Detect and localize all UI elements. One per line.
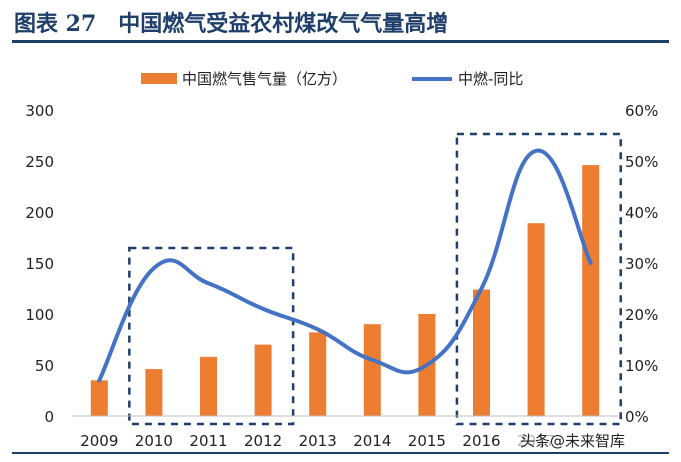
x-tick-label: 2009 (80, 432, 118, 450)
y-left-tick-label: 100 (25, 306, 54, 324)
y-left-tick-label: 250 (25, 153, 54, 171)
x-tick-label: 2012 (244, 432, 282, 450)
y-right-tick-label: 30% (625, 255, 658, 273)
legend-label-line: 中燃-同比 (458, 70, 523, 88)
figure-title: 图表 27 中国燃气受益农村煤改气气量高增 (14, 11, 449, 37)
y-right-tick-label: 20% (625, 306, 658, 324)
x-tick-label: 2013 (299, 432, 337, 450)
line-series (97, 148, 593, 383)
yoy-line (97, 148, 593, 383)
y-right-tick-label: 0% (625, 408, 649, 426)
bar-2012 (254, 344, 272, 416)
bar-2011 (200, 356, 217, 416)
bar-2009 (90, 380, 108, 416)
y-left-tick-label: 150 (25, 255, 54, 273)
y-left-tick-label: 300 (25, 102, 54, 120)
highlight-boxes (128, 132, 622, 426)
x-tick-label: 2016 (462, 432, 500, 450)
bar-2010 (145, 369, 163, 416)
highlight-box (128, 246, 295, 426)
y-right-tick-label: 40% (625, 204, 658, 222)
legend-swatch-bar (141, 73, 177, 84)
y-left-tick-label: 0 (44, 408, 54, 426)
title-rule (12, 40, 669, 43)
x-tick-label: 2010 (135, 432, 173, 450)
bar-2018 (582, 165, 600, 416)
x-tick-label: 2014 (353, 432, 391, 450)
y-left-tick-label: 200 (25, 204, 54, 222)
y-axis-left: 0 50 100 150 200 250 300 (25, 102, 54, 426)
y-left-tick-label: 50 (35, 357, 54, 375)
bottom-rule (12, 452, 669, 454)
watermark: 头条@未来智库 (518, 430, 628, 451)
bar-series (90, 165, 600, 416)
bar-2013 (309, 332, 327, 416)
y-right-tick-label: 50% (625, 153, 658, 171)
bar-2017 (527, 223, 545, 416)
y-right-tick-label: 10% (625, 357, 658, 375)
bar-2014 (363, 324, 381, 416)
x-tick-label: 2015 (408, 432, 446, 450)
x-tick-label: 2011 (189, 432, 227, 450)
y-right-tick-label: 60% (625, 102, 658, 120)
legend: 中国燃气售气量（亿方） 中燃-同比 (141, 70, 523, 88)
highlight-box (455, 132, 622, 426)
legend-label-bar: 中国燃气售气量（亿方） (182, 70, 347, 88)
bar-2016 (473, 289, 490, 416)
y-axis-right: 0% 10% 20% 30% 40% 50% 60% (625, 102, 658, 426)
